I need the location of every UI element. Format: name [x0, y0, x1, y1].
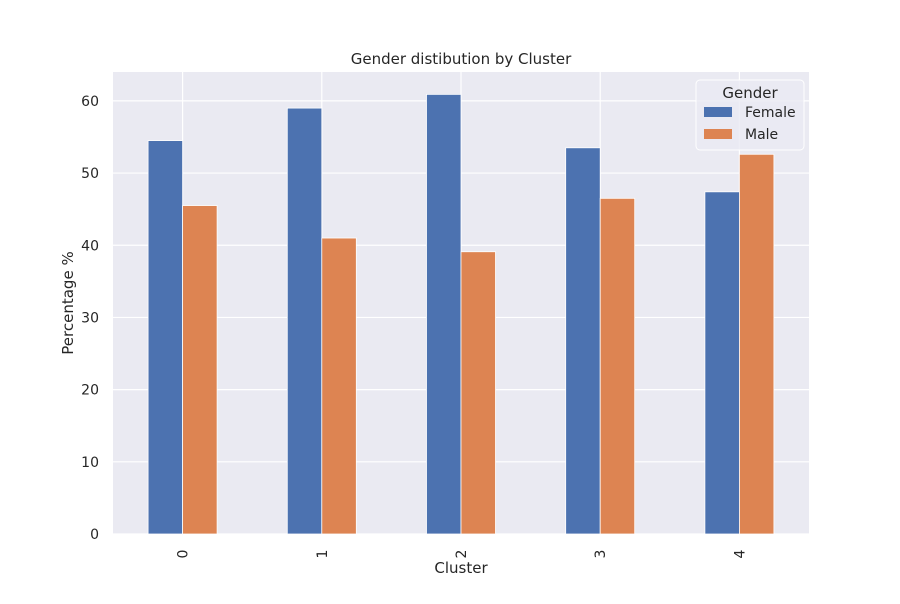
legend-title: Gender	[722, 84, 778, 102]
bar-male-cluster-3	[599, 197, 636, 535]
x-tick-label: 1	[315, 550, 331, 559]
x-tick-label: 4	[732, 549, 748, 558]
legend-entries: Female Male	[704, 105, 796, 143]
bar-male-cluster-0	[182, 205, 218, 535]
y-axis-ticks: 0 10 20 30 40 50 60	[81, 94, 99, 543]
bar-male-cluster-4	[739, 153, 775, 535]
bar-female-cluster-2	[426, 93, 462, 535]
bar-male-cluster-2	[460, 251, 496, 535]
bar-male-cluster-1	[321, 237, 357, 535]
bar-female-cluster-4	[704, 191, 740, 535]
legend-label-female: Female	[745, 105, 796, 121]
y-tick-label: 40	[81, 238, 99, 254]
y-tick-label: 60	[81, 94, 99, 110]
y-tick-label: 10	[81, 455, 99, 471]
bars	[147, 93, 775, 535]
chart-title: Gender distibution by Cluster	[351, 50, 572, 68]
y-tick-label: 50	[81, 166, 99, 182]
y-tick-label: 0	[90, 527, 99, 543]
legend-swatch-female	[704, 107, 732, 117]
x-tick-label: 0	[176, 550, 192, 559]
legend-swatch-male	[704, 129, 732, 139]
bar-female-cluster-0	[147, 140, 184, 535]
x-tick-label: 2	[454, 550, 470, 559]
x-tick-label: 3	[593, 550, 609, 559]
legend: Gender Female Male	[695, 79, 805, 151]
y-axis-label: Percentage %	[59, 251, 77, 354]
bar-female-cluster-1	[286, 107, 323, 535]
x-axis-ticks: 0 1 2 3 4	[176, 549, 749, 558]
legend-label-male: Male	[745, 127, 778, 143]
y-tick-label: 20	[81, 383, 99, 399]
x-axis-label: Cluster	[434, 559, 488, 577]
y-tick-label: 30	[81, 310, 99, 326]
bar-female-cluster-3	[565, 147, 601, 535]
